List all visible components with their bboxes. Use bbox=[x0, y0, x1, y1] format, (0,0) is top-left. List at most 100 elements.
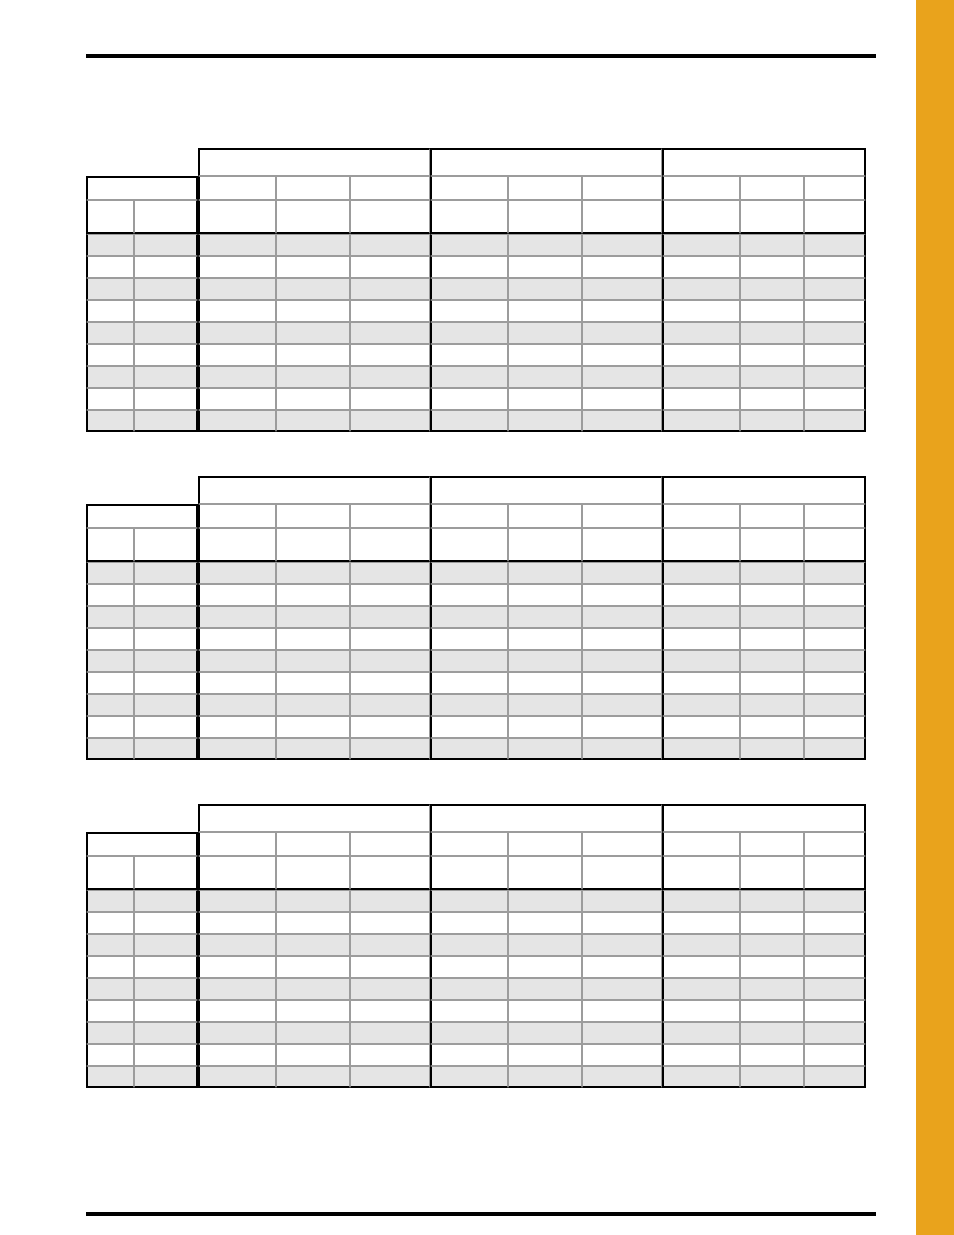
row-label bbox=[134, 890, 198, 912]
group-subheader bbox=[350, 176, 430, 200]
data-cell bbox=[804, 606, 866, 628]
data-cell bbox=[582, 956, 662, 978]
label-header-merged bbox=[86, 504, 198, 528]
data-cell bbox=[740, 388, 804, 410]
data-cell bbox=[198, 1000, 276, 1022]
label-col-header bbox=[134, 200, 198, 234]
row-label bbox=[86, 978, 134, 1000]
data-cell bbox=[804, 562, 866, 584]
data-col-header bbox=[662, 856, 740, 890]
data-cell bbox=[508, 234, 582, 256]
group-header bbox=[198, 148, 430, 176]
data-cell bbox=[198, 562, 276, 584]
data-cell bbox=[508, 1066, 582, 1088]
data-cell bbox=[582, 650, 662, 672]
data-cell bbox=[582, 738, 662, 760]
data-cell bbox=[350, 912, 430, 934]
data-cell bbox=[662, 366, 740, 388]
data-cell bbox=[508, 956, 582, 978]
data-cell bbox=[740, 956, 804, 978]
data-table bbox=[86, 148, 866, 432]
group-subheader bbox=[508, 504, 582, 528]
data-cell bbox=[508, 694, 582, 716]
data-cell bbox=[804, 912, 866, 934]
data-cell bbox=[198, 628, 276, 650]
data-cell bbox=[662, 562, 740, 584]
data-cell bbox=[804, 1044, 866, 1066]
data-cell bbox=[508, 1022, 582, 1044]
data-cell bbox=[508, 978, 582, 1000]
row-label bbox=[86, 366, 134, 388]
data-col-header bbox=[430, 200, 508, 234]
data-cell bbox=[740, 366, 804, 388]
group-header bbox=[430, 148, 662, 176]
data-cell bbox=[430, 256, 508, 278]
label-header-merged bbox=[86, 832, 198, 856]
data-col-header bbox=[350, 528, 430, 562]
group-subheader bbox=[582, 504, 662, 528]
side-accent-bar bbox=[916, 0, 954, 1235]
data-cell bbox=[662, 738, 740, 760]
row-label bbox=[86, 716, 134, 738]
data-cell bbox=[350, 934, 430, 956]
data-col-header bbox=[662, 528, 740, 562]
data-cell bbox=[740, 344, 804, 366]
data-cell bbox=[662, 694, 740, 716]
data-cell bbox=[740, 628, 804, 650]
data-cell bbox=[582, 934, 662, 956]
row-label bbox=[134, 1044, 198, 1066]
data-cell bbox=[582, 716, 662, 738]
label-col-header bbox=[86, 856, 134, 890]
row-label bbox=[86, 584, 134, 606]
data-cell bbox=[804, 344, 866, 366]
group-subheader bbox=[508, 832, 582, 856]
data-cell bbox=[508, 912, 582, 934]
data-cell bbox=[740, 606, 804, 628]
data-cell bbox=[804, 322, 866, 344]
data-cell bbox=[198, 890, 276, 912]
data-cell bbox=[508, 606, 582, 628]
data-cell bbox=[198, 344, 276, 366]
data-cell bbox=[350, 410, 430, 432]
row-label bbox=[86, 1044, 134, 1066]
data-cell bbox=[276, 978, 350, 1000]
data-cell bbox=[582, 1000, 662, 1022]
data-cell bbox=[198, 234, 276, 256]
data-cell bbox=[662, 628, 740, 650]
row-label bbox=[134, 562, 198, 584]
data-cell bbox=[430, 1000, 508, 1022]
data-cell bbox=[804, 650, 866, 672]
data-cell bbox=[198, 694, 276, 716]
row-label bbox=[134, 366, 198, 388]
table-corner-blank bbox=[86, 148, 198, 176]
data-cell bbox=[350, 650, 430, 672]
group-subheader bbox=[198, 504, 276, 528]
row-label bbox=[86, 606, 134, 628]
data-col-header bbox=[804, 856, 866, 890]
data-cell bbox=[350, 628, 430, 650]
data-cell bbox=[350, 978, 430, 1000]
data-cell bbox=[350, 562, 430, 584]
data-cell bbox=[662, 1066, 740, 1088]
data-cell bbox=[198, 978, 276, 1000]
data-cell bbox=[508, 738, 582, 760]
row-label bbox=[86, 738, 134, 760]
data-cell bbox=[582, 562, 662, 584]
data-cell bbox=[276, 956, 350, 978]
data-cell bbox=[740, 1044, 804, 1066]
group-subheader bbox=[804, 176, 866, 200]
label-header-merged bbox=[86, 176, 198, 200]
data-cell bbox=[582, 1044, 662, 1066]
data-cell bbox=[198, 934, 276, 956]
data-cell bbox=[662, 978, 740, 1000]
data-cell bbox=[198, 1022, 276, 1044]
row-label bbox=[86, 410, 134, 432]
row-label bbox=[86, 300, 134, 322]
data-cell bbox=[430, 672, 508, 694]
group-subheader bbox=[430, 832, 508, 856]
data-cell bbox=[662, 956, 740, 978]
data-cell bbox=[430, 278, 508, 300]
row-label bbox=[86, 628, 134, 650]
data-cell bbox=[198, 1044, 276, 1066]
data-col-header bbox=[430, 856, 508, 890]
